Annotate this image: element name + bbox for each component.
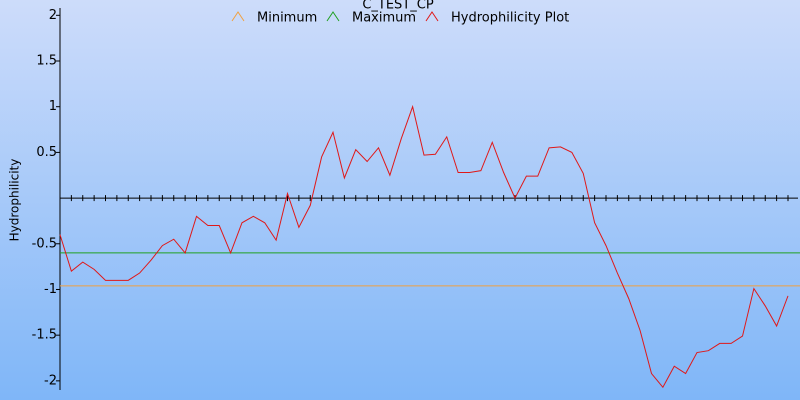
y-tick-label: -1 — [44, 282, 57, 297]
y-tick-label: -0.5 — [32, 236, 57, 251]
y-tick-label: -1.5 — [32, 328, 57, 343]
legend-label: Hydrophilicity Plot — [451, 11, 569, 26]
chart-title: C_TEST_CP — [362, 0, 434, 13]
y-tick-label: -2 — [44, 373, 57, 388]
y-tick-label: 1 — [49, 99, 57, 114]
y-tick-label: 0.5 — [36, 145, 57, 160]
legend-label: Minimum — [257, 11, 317, 26]
legend-label: Maximum — [352, 11, 416, 26]
y-tick-label: 2 — [49, 8, 57, 23]
y-axis-label: Hydrophilicity — [8, 159, 22, 242]
legend-icon — [326, 11, 340, 22]
y-tick-label: 1.5 — [36, 54, 57, 69]
data-line — [59, 104, 789, 389]
legend-icon — [425, 11, 439, 22]
legend-icon — [231, 11, 245, 22]
